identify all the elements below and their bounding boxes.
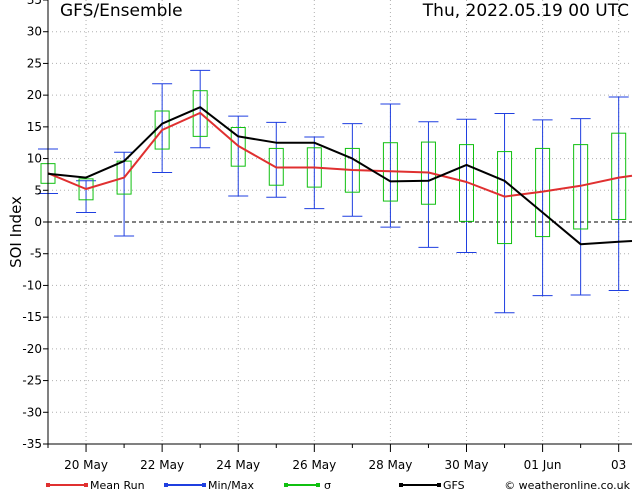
y-tick-label: 0: [34, 215, 42, 229]
x-tick-labels: 20 May 22 May 24 May 26 May 28 May 30 May 01 J…: [64, 458, 626, 472]
x-tick-label: 24 May: [216, 458, 260, 472]
legend-sigma-marker-right: [316, 483, 320, 487]
x-tick-label: 28 May: [368, 458, 412, 472]
minmax-whisker: [494, 113, 515, 314]
series-lines: [47, 106, 633, 246]
x-tick-label: 01 Jun: [524, 458, 562, 472]
x-tick-label: 26 May: [292, 458, 336, 472]
legend-gfs: GFS: [399, 479, 465, 490]
y-tick-label: -25: [22, 374, 42, 388]
y-tick-label: 10: [27, 152, 42, 166]
chart-title: GFS/Ensemble: [60, 1, 183, 21]
y-tick-labels: 35 30 25 20 15 10 5 0 -5 -10 -15 -20 -25 -30 -35: [22, 0, 42, 451]
y-tick-label: 30: [27, 25, 42, 39]
legend-sigma-marker-left: [284, 483, 288, 487]
minmax-whisker: [570, 118, 591, 296]
legend-gfs-marker-left: [399, 483, 403, 487]
minmax-whisker: [418, 121, 439, 248]
y-axis-label: SOI Index: [7, 196, 25, 268]
plot-frame: [43, 0, 632, 452]
y-tick-label: -5: [30, 247, 42, 261]
minmax-whisker: [190, 69, 211, 149]
y-tick-label: -15: [22, 310, 42, 324]
series-line-mean-run: [47, 111, 633, 198]
minmax-whisker: [228, 115, 249, 197]
legend-gfs-label: GFS: [443, 479, 465, 490]
y-tick-label: -35: [22, 437, 42, 451]
legend-sigma: σ: [284, 479, 331, 490]
legend-gfs-marker-right: [437, 483, 441, 487]
run-timestamp: Thu, 2022.05.19 00 UTC: [422, 1, 629, 21]
legend-sigma-label: σ: [324, 479, 331, 490]
legend-minmax-marker-right: [202, 483, 206, 487]
series-line-gfs: [47, 106, 633, 246]
minmax-whisker: [532, 119, 553, 297]
x-tick-label: 22 May: [140, 458, 184, 472]
x-tick-label: 30 May: [445, 458, 489, 472]
minmax-whisker: [608, 96, 629, 292]
sigma-box: [78, 178, 94, 201]
sigma-box: [497, 151, 513, 245]
legend-minmax-marker-left: [164, 483, 168, 487]
y-tick-label: 5: [34, 183, 42, 197]
legend-mean-marker-right: [84, 483, 88, 487]
minmax-whisker: [304, 136, 325, 210]
y-tick-label: 15: [27, 120, 42, 134]
y-tick-label: -30: [22, 405, 42, 419]
gridlines: [48, 0, 632, 444]
sigma-box: [459, 144, 475, 222]
minmax-whisker: [456, 118, 477, 253]
legend-minmax: Min/Max: [164, 479, 254, 490]
y-tick-label: -10: [22, 278, 42, 292]
x-tick-label: 20 May: [64, 458, 108, 472]
credit-text: © weatheronline.co.uk: [504, 479, 630, 490]
legend: Mean Run Min/Max σ GFS © weatheronline.c…: [46, 479, 631, 490]
legend-mean-run: Mean Run: [46, 479, 145, 490]
y-tick-label: 25: [27, 56, 42, 70]
legend-mean-run-label: Mean Run: [90, 479, 145, 490]
x-tick-label: 03: [611, 458, 626, 472]
y-tick-label: 35: [27, 0, 42, 7]
legend-mean-marker-left: [46, 483, 50, 487]
sigma-box: [230, 126, 246, 167]
y-tick-label: 20: [27, 88, 42, 102]
minmax-whisker: [380, 103, 401, 228]
legend-minmax-label: Min/Max: [208, 479, 254, 490]
y-tick-label: -20: [22, 342, 42, 356]
sigma-boxes: [40, 90, 627, 245]
minmax-whisker: [152, 83, 173, 174]
